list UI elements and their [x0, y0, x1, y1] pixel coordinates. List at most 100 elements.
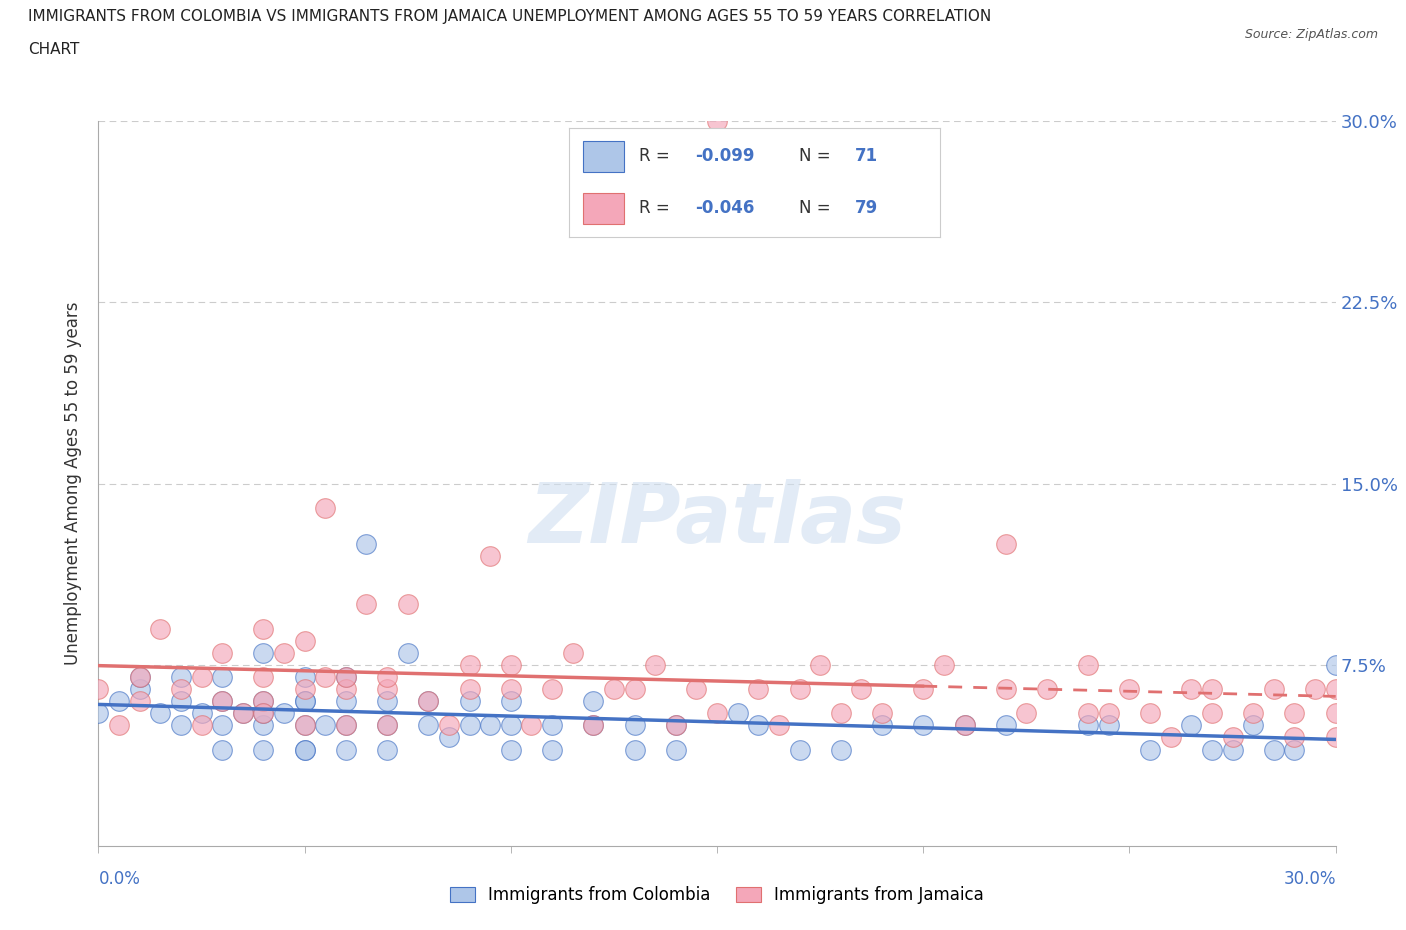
- Point: [603, 682, 626, 697]
- Point: [789, 742, 811, 757]
- Text: 30.0%: 30.0%: [1284, 870, 1336, 887]
- Point: [747, 718, 769, 733]
- Point: [1180, 718, 1202, 733]
- Point: [87, 682, 110, 697]
- Point: [953, 718, 976, 733]
- Point: [335, 742, 357, 757]
- Point: [1303, 682, 1326, 697]
- Point: [314, 718, 336, 733]
- Text: IMMIGRANTS FROM COLOMBIA VS IMMIGRANTS FROM JAMAICA UNEMPLOYMENT AMONG AGES 55 T: IMMIGRANTS FROM COLOMBIA VS IMMIGRANTS F…: [28, 9, 991, 24]
- Point: [706, 113, 728, 128]
- Point: [458, 682, 481, 697]
- Point: [1098, 718, 1121, 733]
- Point: [994, 718, 1017, 733]
- Point: [1077, 718, 1099, 733]
- Point: [335, 718, 357, 733]
- Point: [128, 694, 150, 709]
- Point: [294, 694, 316, 709]
- Point: [953, 718, 976, 733]
- Point: [541, 742, 564, 757]
- Point: [1222, 742, 1244, 757]
- Point: [582, 718, 605, 733]
- Point: [1160, 730, 1182, 745]
- Point: [808, 658, 831, 672]
- Point: [1222, 730, 1244, 745]
- Point: [1139, 742, 1161, 757]
- Text: CHART: CHART: [28, 42, 80, 57]
- Point: [335, 670, 357, 684]
- Point: [252, 670, 274, 684]
- Point: [232, 706, 254, 721]
- Point: [211, 742, 233, 757]
- Point: [1118, 682, 1140, 697]
- Point: [541, 682, 564, 697]
- Point: [294, 742, 316, 757]
- Point: [1263, 742, 1285, 757]
- Point: [128, 670, 150, 684]
- Point: [356, 537, 378, 551]
- Point: [273, 645, 295, 660]
- Point: [375, 694, 398, 709]
- Point: [1077, 706, 1099, 721]
- Point: [375, 682, 398, 697]
- Point: [211, 645, 233, 660]
- Point: [1324, 682, 1347, 697]
- Point: [1139, 706, 1161, 721]
- Point: [685, 682, 707, 697]
- Point: [499, 718, 522, 733]
- Point: [830, 706, 852, 721]
- Point: [1201, 682, 1223, 697]
- Point: [375, 718, 398, 733]
- Point: [294, 670, 316, 684]
- Point: [479, 718, 502, 733]
- Point: [170, 718, 193, 733]
- Text: ZIPatlas: ZIPatlas: [529, 479, 905, 561]
- Point: [994, 682, 1017, 697]
- Point: [706, 706, 728, 721]
- Point: [418, 694, 440, 709]
- Point: [252, 718, 274, 733]
- Point: [375, 742, 398, 757]
- Point: [335, 682, 357, 697]
- Point: [418, 718, 440, 733]
- Point: [128, 670, 150, 684]
- Point: [437, 718, 460, 733]
- Point: [314, 500, 336, 515]
- Point: [252, 706, 274, 721]
- Point: [396, 645, 419, 660]
- Point: [1201, 742, 1223, 757]
- Point: [623, 682, 645, 697]
- Point: [335, 670, 357, 684]
- Y-axis label: Unemployment Among Ages 55 to 59 years: Unemployment Among Ages 55 to 59 years: [65, 302, 83, 665]
- Point: [190, 706, 212, 721]
- Point: [789, 682, 811, 697]
- Point: [211, 694, 233, 709]
- Point: [437, 730, 460, 745]
- Point: [541, 718, 564, 733]
- Point: [499, 658, 522, 672]
- Point: [520, 718, 543, 733]
- Point: [994, 537, 1017, 551]
- Point: [252, 694, 274, 709]
- Point: [851, 682, 873, 697]
- Point: [87, 706, 110, 721]
- Point: [149, 706, 172, 721]
- Point: [458, 718, 481, 733]
- Point: [108, 718, 131, 733]
- Point: [294, 742, 316, 757]
- Point: [499, 694, 522, 709]
- Point: [273, 706, 295, 721]
- Point: [1324, 658, 1347, 672]
- Point: [870, 718, 893, 733]
- Point: [912, 718, 935, 733]
- Point: [623, 718, 645, 733]
- Point: [335, 694, 357, 709]
- Point: [252, 742, 274, 757]
- Point: [727, 706, 749, 721]
- Text: Source: ZipAtlas.com: Source: ZipAtlas.com: [1244, 28, 1378, 41]
- Point: [561, 645, 583, 660]
- Point: [644, 658, 666, 672]
- Point: [170, 670, 193, 684]
- Point: [252, 645, 274, 660]
- Point: [1098, 706, 1121, 721]
